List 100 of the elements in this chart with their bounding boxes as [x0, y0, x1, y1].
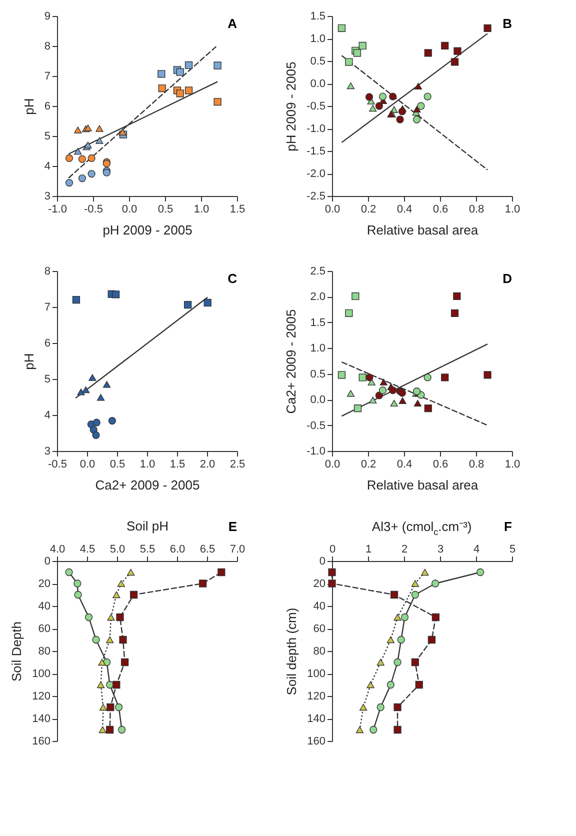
y-axis-title: Ca2+ 2009 - 2005: [284, 309, 299, 414]
annotation: D: [502, 271, 512, 286]
y-tick-label: 160: [307, 736, 326, 748]
y-tick-label: 160: [32, 736, 50, 748]
x-tick-label: 0.0: [324, 458, 340, 470]
x-tick-label: 0.6: [432, 204, 448, 216]
x-axis-title: Ca2+ 2009 - 2005: [95, 478, 200, 492]
y-tick-label: 120: [32, 690, 50, 702]
y-tick-label: 0.5: [310, 56, 326, 68]
y-tick-label: 7: [44, 302, 50, 314]
y-tick-label: 2.0: [310, 291, 326, 304]
y-tick-label: -2.0: [306, 168, 326, 180]
y-axis-title: Soil depth (cm): [284, 608, 300, 696]
x-tick-label: 0.2: [360, 204, 376, 216]
y-tick-label: 1.5: [310, 316, 326, 329]
x-tick-label: -0.5: [84, 204, 103, 216]
x-axis-title: Relative basal area: [366, 478, 479, 492]
x-tick-label: 3: [437, 544, 444, 556]
text: F: [504, 519, 512, 534]
y-tick-label: -1.0: [306, 446, 326, 458]
x-tick-label: 1.0: [504, 458, 520, 470]
x-tick-label: 5: [509, 544, 516, 556]
x-tick-label: 4.0: [50, 544, 66, 556]
x-tick-label: 0.6: [432, 458, 448, 470]
x-tick-label: 6.5: [200, 544, 216, 556]
y-tick-label: 6: [44, 338, 50, 350]
y-tick-label: 40: [38, 600, 50, 612]
y-tick-label: 6: [44, 100, 50, 112]
y-axis-title: pH 2009 - 2005: [284, 62, 299, 152]
x-tick-label: 4.5: [80, 544, 96, 556]
annotation: B: [502, 16, 512, 31]
y-tick-label: 5: [44, 374, 50, 386]
y-tick-label: 3: [44, 446, 50, 458]
y-axis-title: pH: [21, 353, 36, 370]
y-tick-label: 120: [307, 690, 326, 702]
y-tick-label: 140: [307, 713, 326, 725]
y-tick-label: 8: [44, 40, 50, 52]
annotation: A: [228, 16, 238, 31]
y-tick-label: 100: [32, 668, 50, 680]
x-tick-label: 0.4: [396, 458, 412, 470]
y-tick-label: -0.5: [306, 100, 326, 112]
text: E: [228, 519, 238, 534]
x-tick-label: 0.4: [396, 204, 412, 216]
x-tick-label: 0.0: [80, 458, 96, 470]
x-tick-label: 0.5: [158, 204, 174, 216]
x-tick-label: 5.0: [110, 544, 126, 556]
y-tick-label: 20: [313, 578, 326, 590]
y-tick-label: -2.5: [306, 190, 326, 202]
y-tick-label: -0.5: [306, 420, 326, 432]
x-axis-title: Relative basal area: [366, 222, 479, 238]
x-tick-label: 2.5: [230, 458, 246, 470]
y-tick-label: 7: [44, 70, 50, 82]
y-tick-label: -1.5: [306, 146, 326, 158]
y-tick-label: 0: [44, 556, 50, 568]
x-tick-label: 0.8: [468, 458, 484, 470]
y-tick-label: 0.0: [310, 78, 326, 90]
annotation: C: [228, 271, 238, 286]
x-tick-label: 0.0: [122, 204, 138, 216]
x-axis-title: Soil pH: [126, 518, 168, 534]
x-tick-label: 0.5: [110, 458, 126, 470]
x-tick-label: 0: [329, 544, 336, 556]
x-tick-label: 2: [401, 544, 408, 556]
y-tick-label: 1.5: [310, 10, 326, 22]
y-tick-label: 5: [44, 130, 50, 142]
x-tick-label: 0.8: [468, 204, 484, 216]
x-tick-label: 1.0: [140, 458, 156, 470]
y-tick-label: 4: [44, 410, 50, 422]
x-tick-label: 0.2: [360, 458, 376, 470]
x-axis-title: pH 2009 - 2005: [102, 222, 192, 238]
y-tick-label: 9: [44, 10, 50, 22]
x-tick-label: 1: [365, 544, 372, 556]
x-tick-label: 2.0: [200, 458, 216, 470]
y-axis-title: Soil Depth: [9, 622, 24, 682]
x-tick-label: 7.0: [230, 544, 246, 556]
y-tick-label: 1.0: [310, 33, 326, 45]
y-tick-label: 80: [38, 646, 50, 658]
x-tick-label: 1.5: [170, 458, 186, 470]
y-tick-label: 2.5: [310, 266, 326, 278]
y-tick-label: 1.0: [310, 342, 326, 355]
y-tick-label: 80: [313, 646, 326, 658]
y-tick-label: 140: [32, 713, 50, 725]
y-tick-label: 60: [313, 623, 326, 635]
y-tick-label: 60: [38, 623, 50, 635]
y-tick-label: 0.5: [310, 368, 326, 380]
x-tick-label: 4: [473, 544, 480, 556]
y-tick-label: 8: [44, 266, 50, 278]
y-tick-label: 20: [38, 578, 50, 590]
x-tick-label: 1.5: [230, 204, 246, 216]
y-axis-title: pH: [21, 98, 36, 115]
x-tick-label: 1.0: [504, 204, 520, 216]
y-tick-label: 40: [313, 600, 326, 612]
y-tick-label: 100: [307, 668, 326, 680]
x-tick-label: 6.0: [170, 544, 186, 556]
x-tick-label: 5.5: [140, 544, 156, 556]
y-tick-label: 3: [44, 190, 50, 202]
x-tick-label: 0.0: [324, 204, 340, 216]
y-tick-label: -1.0: [306, 123, 326, 135]
y-tick-label: 4: [44, 160, 50, 172]
y-tick-label: 0.0: [310, 394, 326, 406]
x-tick-label: 1.0: [194, 204, 210, 216]
